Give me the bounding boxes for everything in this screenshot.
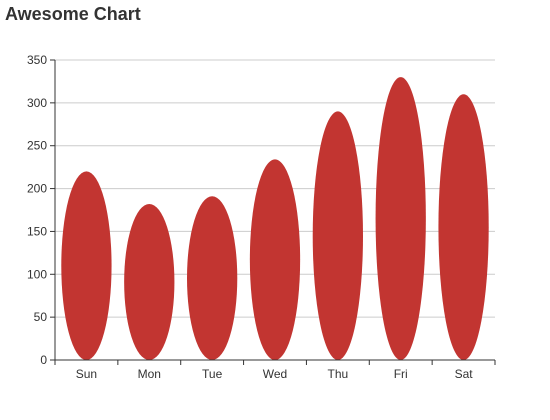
y-tick-label: 150 — [27, 224, 47, 238]
bar-sun — [61, 171, 112, 360]
y-tick-label: 0 — [40, 353, 47, 367]
y-tick-label: 300 — [27, 96, 47, 110]
y-tick-label: 50 — [34, 310, 48, 324]
y-tick-label: 250 — [27, 139, 47, 153]
bar-thu — [312, 111, 363, 361]
bar-sat — [438, 94, 489, 360]
bar-tue — [187, 196, 238, 360]
x-tick-label: Wed — [263, 367, 287, 381]
x-tick-label: Thu — [328, 367, 349, 381]
y-tick-label: 200 — [27, 182, 47, 196]
chart-title: Awesome Chart — [5, 4, 141, 24]
x-tick-label: Tue — [202, 367, 223, 381]
bar-mon — [124, 204, 175, 360]
y-tick-label: 100 — [27, 267, 47, 281]
x-tick-label: Fri — [394, 367, 408, 381]
bars — [61, 77, 489, 361]
x-tick-label: Sat — [455, 367, 474, 381]
x-tick-label: Mon — [138, 367, 161, 381]
bar-wed — [249, 159, 301, 360]
bar-fri — [375, 77, 426, 360]
axes: 0 50 100 150 200 250 300 350 Sun Mon Tue Wed Thu Fri S… — [27, 53, 496, 381]
x-tick-label: Sun — [76, 367, 97, 381]
y-tick-label: 350 — [27, 53, 47, 67]
